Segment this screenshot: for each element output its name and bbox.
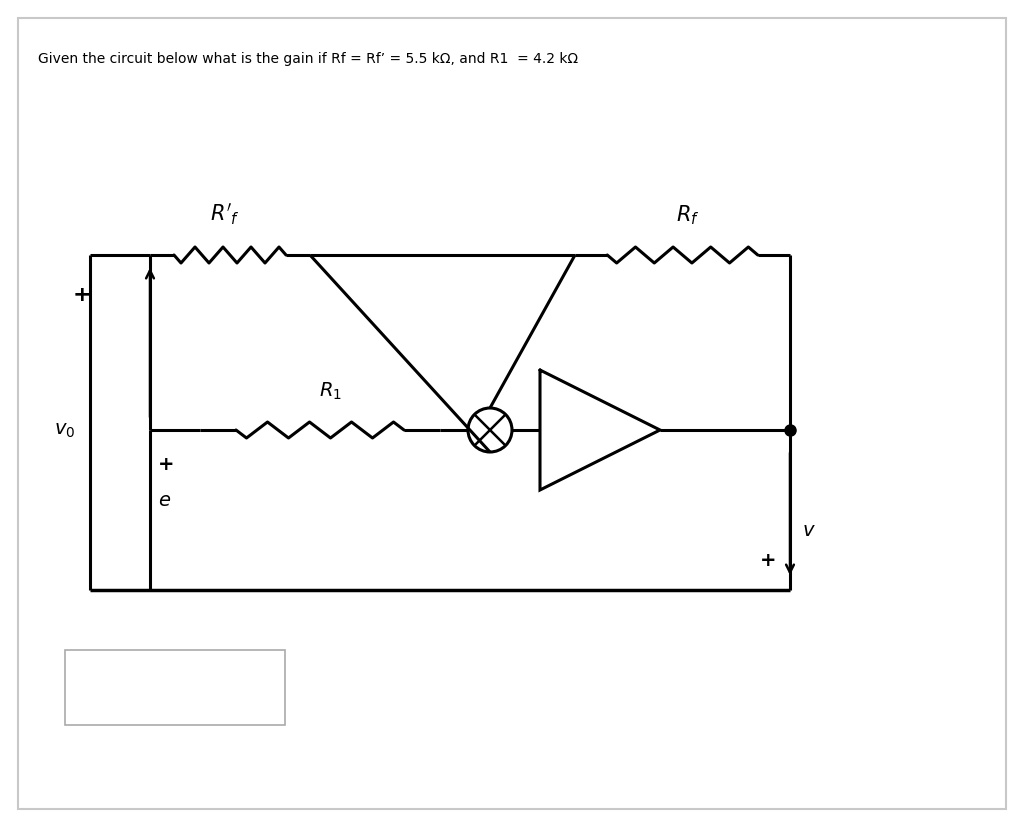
Circle shape [468,408,512,452]
Text: +: + [158,456,174,475]
Text: Given the circuit below what is the gain if Rf = Rf’ = 5.5 kΩ, and R1  = 4.2 kΩ: Given the circuit below what is the gain… [38,52,579,66]
Text: +: + [73,285,91,305]
Bar [65,650,285,725]
Text: +: + [760,551,776,570]
Text: $R_f$: $R_f$ [676,203,699,227]
FancyBboxPatch shape [18,18,1006,809]
Text: $R_1$: $R_1$ [318,380,341,402]
Text: $v_0$: $v_0$ [53,420,75,439]
Text: e: e [158,490,170,509]
Text: $R'_f$: $R'_f$ [210,202,240,227]
Text: $v$: $v$ [802,520,816,539]
